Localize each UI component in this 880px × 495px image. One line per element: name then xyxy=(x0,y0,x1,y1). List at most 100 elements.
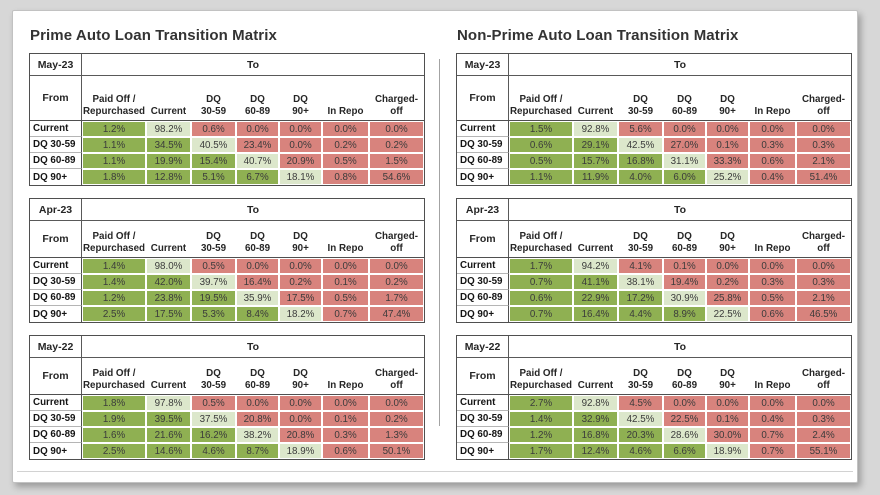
column-header: DQ 90+ xyxy=(719,94,736,117)
transition-cell: 0.2% xyxy=(370,275,423,289)
column-header: Current xyxy=(150,379,187,391)
column-header: Current xyxy=(577,242,614,254)
transition-cell: 33.3% xyxy=(707,154,748,168)
transition-cell: 12.4% xyxy=(574,444,617,458)
transition-cell: 18.2% xyxy=(280,307,321,321)
column-header: DQ 30-59 xyxy=(627,94,654,117)
to-header: To xyxy=(246,340,260,353)
table-row: Current 1.5% 92.8% 5.6% 0.0% 0.0% 0.0% 0.0% xyxy=(457,121,851,137)
column-header: DQ 60-89 xyxy=(671,94,698,117)
transition-cell: 0.3% xyxy=(323,428,368,442)
table-row: DQ 90+ 1.1% 11.9% 4.0% 6.0% 25.2% 0.4% 51.4% xyxy=(457,169,851,185)
transition-cell: 37.5% xyxy=(192,412,235,426)
transition-cell: 0.5% xyxy=(750,291,795,305)
month-cell: Apr-23 xyxy=(457,199,509,220)
transition-cell: 17.5% xyxy=(147,307,190,321)
transition-cell: 42.0% xyxy=(147,275,190,289)
transition-cell: 38.1% xyxy=(619,275,662,289)
transition-cell: 0.3% xyxy=(797,275,850,289)
table-row: DQ 30-59 1.9% 39.5% 37.5% 20.8% 0.0% 0.1% 0.2% xyxy=(30,411,424,427)
month-cell: May-22 xyxy=(457,336,509,357)
from-header: From xyxy=(457,221,509,257)
column-header: DQ 90+ xyxy=(719,231,736,254)
transition-cell: 0.7% xyxy=(750,428,795,442)
transition-cell: 39.7% xyxy=(192,275,235,289)
transition-cell: 28.6% xyxy=(664,428,705,442)
transition-cell: 18.9% xyxy=(707,444,748,458)
transition-cell: 23.4% xyxy=(237,138,278,152)
transition-cell: 0.2% xyxy=(707,275,748,289)
table-row: DQ 30-59 1.1% 34.5% 40.5% 23.4% 0.0% 0.2% 0.2% xyxy=(30,137,424,153)
column-header: In Repo xyxy=(754,242,791,254)
column-header: DQ 60-89 xyxy=(671,231,698,254)
table-row: Current 2.7% 92.8% 4.5% 0.0% 0.0% 0.0% 0.0% xyxy=(457,395,851,411)
transition-cell: 1.1% xyxy=(83,154,145,168)
transition-cell: 0.0% xyxy=(323,396,368,410)
to-header: To xyxy=(246,203,260,216)
table-row: DQ 60-89 0.5% 15.7% 16.8% 31.1% 33.3% 0.6% 2.1% xyxy=(457,153,851,169)
column-header: Paid Off / Repurchased xyxy=(509,94,573,117)
transition-cell: 25.2% xyxy=(707,170,748,184)
transition-cell: 1.9% xyxy=(83,412,145,426)
transition-cell: 0.7% xyxy=(323,307,368,321)
transition-cell: 0.0% xyxy=(664,122,705,136)
transition-cell: 2.1% xyxy=(797,154,850,168)
transition-cell: 1.2% xyxy=(83,122,145,136)
transition-cell: 1.5% xyxy=(370,154,423,168)
transition-cell: 8.9% xyxy=(664,307,705,321)
transition-cell: 16.8% xyxy=(619,154,662,168)
transition-cell: 41.1% xyxy=(574,275,617,289)
transition-cell: 0.7% xyxy=(510,275,572,289)
transition-cell: 18.9% xyxy=(280,444,321,458)
transition-cell: 20.8% xyxy=(237,412,278,426)
transition-cell: 25.8% xyxy=(707,291,748,305)
transition-cell: 1.4% xyxy=(83,275,145,289)
table-row: DQ 30-59 0.7% 41.1% 38.1% 19.4% 0.2% 0.3% 0.3% xyxy=(457,274,851,290)
column-header: Paid Off / Repurchased xyxy=(82,94,146,117)
transition-cell: 2.1% xyxy=(797,291,850,305)
transition-table: May-23 To From Paid Off / Repurchased Current… xyxy=(29,53,425,186)
column-header: DQ 60-89 xyxy=(244,231,271,254)
transition-cell: 0.7% xyxy=(750,444,795,458)
column-header: DQ 90+ xyxy=(292,368,309,391)
transition-cell: 0.3% xyxy=(797,138,850,152)
transition-cell: 20.9% xyxy=(280,154,321,168)
transition-table: Apr-23 To From Paid Off / Repurchased Current… xyxy=(456,198,852,323)
row-label: DQ 30-59 xyxy=(30,411,82,427)
transition-cell: 40.5% xyxy=(192,138,235,152)
row-label: Current xyxy=(457,395,509,411)
to-header: To xyxy=(673,340,687,353)
transition-cell: 5.3% xyxy=(192,307,235,321)
table-row: DQ 30-59 0.6% 29.1% 42.5% 27.0% 0.1% 0.3% 0.3% xyxy=(457,137,851,153)
transition-table: May-22 To From Paid Off / Repurchased Current… xyxy=(29,335,425,460)
transition-cell: 0.0% xyxy=(370,122,423,136)
row-label: DQ 30-59 xyxy=(30,274,82,290)
column-header: DQ 30-59 xyxy=(200,368,227,391)
transition-cell: 34.5% xyxy=(147,138,190,152)
transition-cell: 0.1% xyxy=(664,259,705,273)
row-label: Current xyxy=(30,121,82,137)
panel-divider xyxy=(439,59,440,426)
table-row: DQ 30-59 1.4% 32.9% 42.5% 22.5% 0.1% 0.4% 0.3% xyxy=(457,411,851,427)
column-header: Charged-off xyxy=(801,94,845,117)
transition-cell: 0.5% xyxy=(192,396,235,410)
row-label: DQ 90+ xyxy=(30,169,82,185)
transition-cell: 55.1% xyxy=(797,444,850,458)
page-title: Non-Prime Auto Loan Transition Matrix xyxy=(457,27,739,44)
transition-cell: 0.5% xyxy=(323,154,368,168)
transition-cell: 1.1% xyxy=(510,170,572,184)
column-header: DQ 30-59 xyxy=(200,231,227,254)
transition-cell: 97.8% xyxy=(147,396,190,410)
transition-cell: 0.6% xyxy=(510,291,572,305)
transition-cell: 0.2% xyxy=(280,275,321,289)
transition-cell: 0.3% xyxy=(750,275,795,289)
transition-cell: 17.5% xyxy=(280,291,321,305)
column-header: DQ 30-59 xyxy=(627,231,654,254)
column-header: Paid Off / Repurchased xyxy=(82,231,146,254)
month-cell: Apr-23 xyxy=(30,199,82,220)
prime-tables: May-23 To From Paid Off / Repurchased Current… xyxy=(29,53,431,460)
transition-cell: 51.4% xyxy=(797,170,850,184)
transition-cell: 19.9% xyxy=(147,154,190,168)
column-header: In Repo xyxy=(327,242,364,254)
row-label: DQ 30-59 xyxy=(457,274,509,290)
